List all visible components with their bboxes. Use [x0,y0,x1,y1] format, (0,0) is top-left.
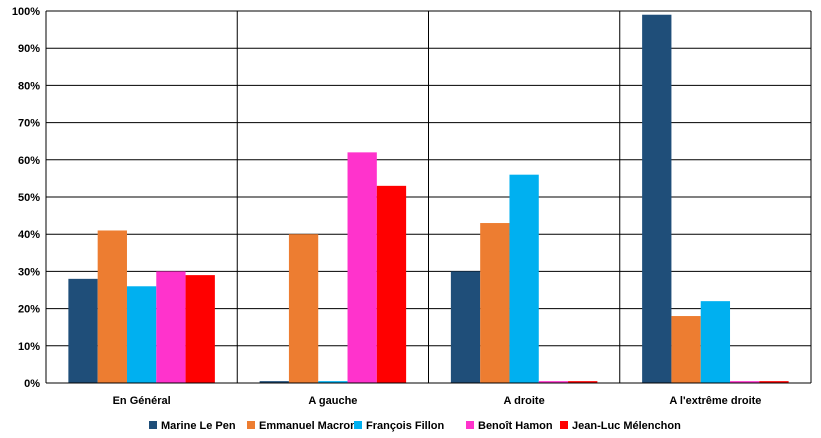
legend-swatch [466,421,474,429]
bar [480,223,510,383]
bar [97,230,127,383]
legend-item: Marine Le Pen [149,420,236,432]
legend-label: François Fillon [366,420,445,432]
y-tick-label: 50% [18,192,40,204]
bar [318,381,348,383]
bar [568,381,598,383]
bar [642,14,672,383]
bar [538,381,569,383]
legend-item: Emmanuel Macron [247,420,357,432]
bar [509,174,539,383]
y-tick-label: 10% [18,341,40,353]
y-tick-label: 40% [18,229,40,241]
legend-swatch [247,421,255,429]
legend-label: Marine Le Pen [161,420,236,432]
bar [68,278,98,383]
legend-label: Jean-Luc Mélenchon [572,420,681,432]
y-tick-label: 0% [24,378,40,390]
legend-item: Benoît Hamon [466,420,553,432]
bar [259,381,289,383]
y-tick-label: 30% [18,266,40,278]
bar [730,381,760,383]
y-tick-label: 60% [18,155,40,167]
category-label: En Général [113,395,171,407]
legend-swatch [560,421,568,429]
bar [288,234,319,383]
bar [450,271,481,383]
bar [347,152,377,383]
legend-swatch [149,421,157,429]
bar [156,271,186,383]
bar [700,301,731,383]
category-label: A gauche [308,395,357,407]
bar [759,381,789,383]
category-labels: En Général A gauche A droite A l'extrême dr… [113,395,762,407]
y-tick-label: 100% [12,6,40,18]
y-tick-label: 70% [18,118,40,130]
category-label: A droite [504,395,545,407]
bars [68,14,789,383]
bar [126,286,157,383]
legend-item: François Fillon [354,420,445,432]
legend-label: Emmanuel Macron [259,420,357,432]
bar [671,316,701,383]
bar [185,275,215,383]
bar [376,185,407,383]
legend-swatch [354,421,362,429]
legend-label: Benoît Hamon [478,420,553,432]
legend-item: Jean-Luc Mélenchon [560,420,681,432]
y-tick-label: 90% [18,43,40,55]
y-tick-label: 20% [18,304,40,316]
category-label: A l'extrême droite [669,395,761,407]
legend: Marine Le Pen Emmanuel Macron François Fil… [149,420,681,432]
y-tick-label: 80% [18,80,40,92]
y-tick-labels: 0% 10% 20% 30% 40% 50% 60% 70% 80% 90% 100% [12,6,40,390]
